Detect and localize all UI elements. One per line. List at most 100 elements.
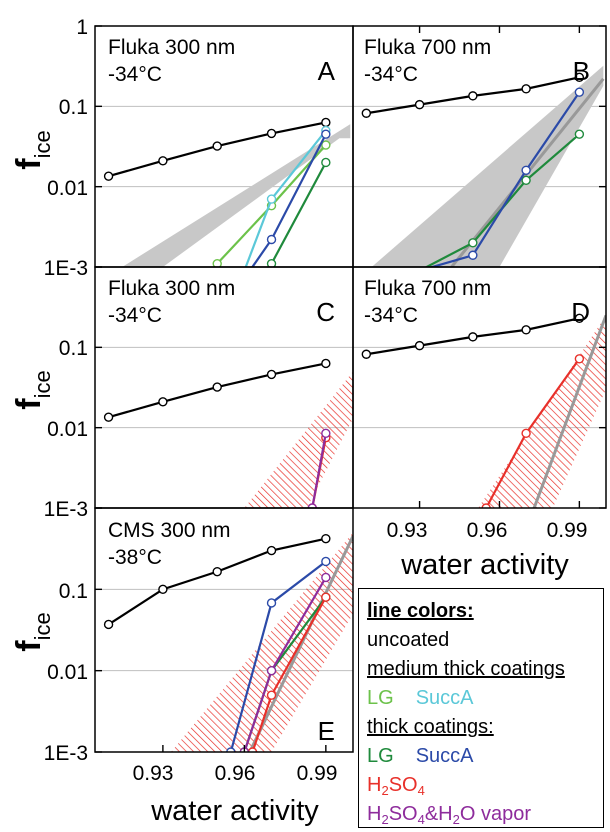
data-point-uncoated	[416, 342, 424, 350]
ytick-c-001: 0.01	[47, 418, 88, 441]
xlabel-d: water activity	[400, 549, 569, 581]
ytick-c-1e3: 1E-3	[44, 498, 88, 521]
data-point-succa-thick	[575, 88, 583, 96]
data-point-h2so4	[322, 593, 330, 601]
data-point-lg-thick	[522, 176, 530, 184]
data-point-uncoated	[213, 568, 221, 576]
data-point-uncoated	[469, 333, 477, 341]
data-point-uncoated	[268, 129, 276, 137]
plot-area-c	[95, 347, 353, 512]
ytick-a-1: 1	[76, 16, 88, 39]
xtick-d-093: 0.93	[387, 519, 428, 542]
legend-succa-thick: SuccA	[416, 745, 474, 767]
xlabel-e: water activity	[150, 795, 319, 827]
subtitle-a: -34°C	[108, 63, 162, 86]
legend-thick-entries: LG SuccA	[367, 742, 603, 771]
letter-a: A	[318, 56, 336, 86]
ytick-c-01: 0.1	[59, 337, 88, 360]
ytick-e-01: 0.1	[59, 580, 88, 603]
data-point-succa-thick	[522, 166, 530, 174]
data-point-uncoated	[322, 359, 330, 367]
series-line-succa-thick	[250, 134, 326, 270]
plot-area-b	[353, 66, 606, 271]
legend-thick: thick coatings:	[367, 713, 603, 742]
letter-c: C	[316, 297, 335, 327]
data-point-uncoated	[522, 326, 530, 334]
legend-medium: medium thick coatings	[367, 655, 603, 684]
legend-h2so4: H2SO4	[367, 771, 603, 800]
data-point-succa-thick	[322, 130, 330, 138]
ytick-e-001: 0.01	[47, 661, 88, 684]
data-point-uncoated	[105, 172, 113, 180]
data-point-h2so4	[268, 691, 276, 699]
data-point-uncoated	[268, 547, 276, 555]
data-point-uncoated	[362, 109, 370, 117]
title-c: Fluka 300 nm	[108, 277, 235, 300]
letter-e: E	[318, 716, 335, 746]
title-b: Fluka 700 nm	[364, 36, 491, 59]
data-point-uncoated	[159, 398, 167, 406]
data-point-h2so4-h2o-vapor	[322, 429, 330, 437]
panel-d	[353, 314, 606, 512]
legend-lg-thick: LG	[367, 745, 394, 767]
shaded-band	[372, 66, 604, 267]
data-point-lg-thick	[575, 130, 583, 138]
plot-area-a	[95, 106, 353, 270]
hatched-band	[244, 372, 353, 508]
ytick-a-01: 0.1	[59, 96, 88, 119]
data-point-uncoated	[268, 370, 276, 378]
data-point-uncoated	[159, 157, 167, 165]
xtick-e-096: 0.96	[215, 762, 256, 785]
legend-h2so4-vapor: H2SO4&H2O vapor	[367, 800, 603, 829]
legend: line colors: uncoated medium thick coati…	[358, 588, 604, 828]
data-point-h2so4-h2o-vapor	[268, 667, 276, 675]
data-point-succa-thick	[469, 251, 477, 259]
ylabel-e: fice	[10, 612, 55, 651]
data-point-h2so4	[522, 429, 530, 437]
legend-uncoated: uncoated	[367, 626, 603, 655]
data-point-uncoated	[213, 383, 221, 391]
data-point-lg-thick	[322, 158, 330, 166]
data-point-uncoated	[105, 620, 113, 628]
panel-a	[95, 106, 353, 270]
subtitle-e: -38°C	[108, 546, 162, 569]
legend-lg-medium: LG	[367, 687, 394, 709]
data-point-uncoated	[105, 413, 113, 421]
ylabel-a: fice	[10, 130, 55, 169]
title-e: CMS 300 nm	[108, 519, 231, 542]
data-point-uncoated	[322, 118, 330, 126]
shaded-band	[122, 124, 350, 267]
letter-d: D	[571, 297, 590, 327]
data-point-uncoated	[159, 585, 167, 593]
xtick-d-096: 0.96	[467, 519, 508, 542]
title-a: Fluka 300 nm	[108, 36, 235, 59]
subtitle-d: -34°C	[364, 304, 418, 327]
subtitle-b: -34°C	[364, 63, 418, 86]
data-point-uncoated	[469, 92, 477, 100]
subtitle-c: -34°C	[108, 304, 162, 327]
data-point-h2so4	[575, 355, 583, 363]
ytick-a-001: 0.01	[47, 177, 88, 200]
letter-b: B	[573, 56, 590, 86]
panel-c	[95, 347, 353, 512]
data-point-succa-thick	[322, 557, 330, 565]
data-point-succa-thick	[268, 235, 276, 243]
xtick-d-099: 0.99	[547, 519, 588, 542]
panel-b	[353, 66, 606, 271]
data-point-uncoated	[322, 535, 330, 543]
xtick-e-093: 0.93	[133, 762, 174, 785]
data-point-uncoated	[213, 142, 221, 150]
legend-medium-entries: LG SuccA	[367, 684, 603, 713]
data-point-uncoated	[522, 85, 530, 93]
title-d: Fluka 700 nm	[364, 277, 491, 300]
data-point-lg-medium	[322, 141, 330, 149]
data-point-lg-thick	[469, 239, 477, 247]
legend-succa-medium: SuccA	[416, 687, 474, 709]
xtick-e-099: 0.99	[297, 762, 338, 785]
ylabel-c: fice	[10, 370, 55, 409]
plot-area-d	[353, 314, 606, 512]
ytick-a-1e3: 1E-3	[44, 257, 88, 280]
legend-title: line colors:	[367, 597, 603, 626]
data-point-succa-medium	[268, 195, 276, 203]
data-point-uncoated	[362, 350, 370, 358]
